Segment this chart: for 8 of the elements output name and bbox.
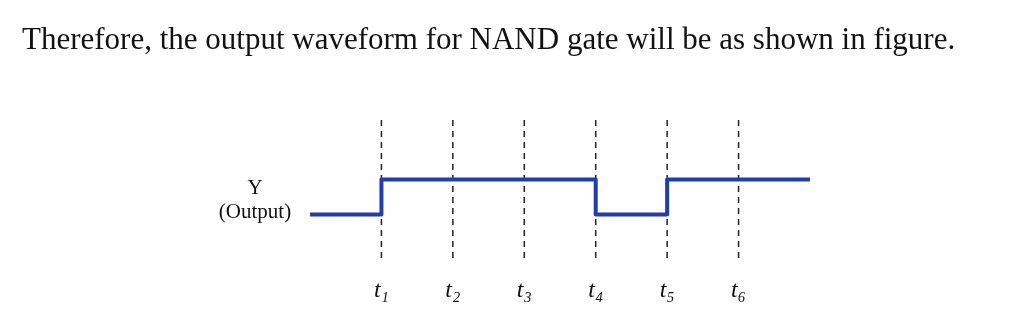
x-tick-label: t₃: [516, 275, 532, 302]
x-tick-label: t₂: [445, 275, 461, 302]
x-tick-label: t₅: [659, 275, 675, 302]
y-axis-title: Y (Output): [218, 175, 292, 224]
x-tick-label: t₁: [373, 275, 389, 302]
x-tick-label: t₆: [731, 275, 747, 302]
x-tick-label: t₄: [588, 275, 604, 302]
chart-title: Therefore, the output waveform for NAND gate will be as shown in figure.: [22, 20, 957, 58]
